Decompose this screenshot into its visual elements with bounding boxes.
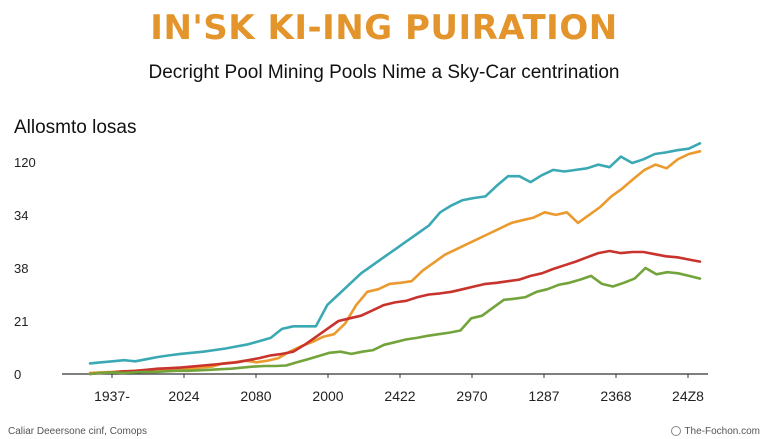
- footer-source-text: Caliar Deeersone cinf, Comops: [8, 426, 147, 437]
- x-tick-label: 2368: [600, 388, 631, 404]
- footer-credit-text: The-Fochon.com: [684, 426, 760, 437]
- series-line-4: [88, 266, 702, 376]
- x-tick-label: 1937-: [94, 388, 130, 404]
- footer-source: Caliar Deeersone cinf, Comops: [8, 426, 147, 437]
- y-tick-label: 120: [14, 155, 36, 170]
- chart-title: IN'SK KI-ING PUIRATION: [150, 8, 618, 48]
- series-line-3: [88, 249, 702, 376]
- copyright-icon: [671, 426, 682, 437]
- y-tick-label: 34: [14, 208, 28, 223]
- x-tick-label: 2000: [312, 388, 343, 404]
- chart-subtitle: Decright Pool Mining Pools Nime a Sky-Ca…: [148, 62, 620, 83]
- series-line-1: [88, 141, 702, 365]
- y-tick-label: 21: [14, 314, 28, 329]
- series-line-2: [88, 150, 702, 375]
- x-tick-label: 2080: [240, 388, 271, 404]
- y-tick-label: 0: [14, 367, 21, 382]
- line-chart: 0 21 38 34 120 1937- 2024 2080 2000 2422 2970 1287 2…: [14, 141, 708, 404]
- footer-credit: The-Fochon.com: [671, 426, 760, 437]
- x-tick-label: 2422: [384, 388, 415, 404]
- series-layer: [88, 141, 702, 376]
- y-tick-label: 38: [14, 261, 28, 276]
- axis-layer: 0 21 38 34 120 1937- 2024 2080 2000 2422 2970 1287 2…: [14, 155, 708, 404]
- x-tick-label: 2024: [168, 388, 199, 404]
- y-axis-label: Allosmto losas: [14, 117, 137, 138]
- x-tick-label: 1287: [528, 388, 559, 404]
- x-tick-label: 24Z8: [672, 388, 704, 404]
- x-tick-label: 2970: [456, 388, 487, 404]
